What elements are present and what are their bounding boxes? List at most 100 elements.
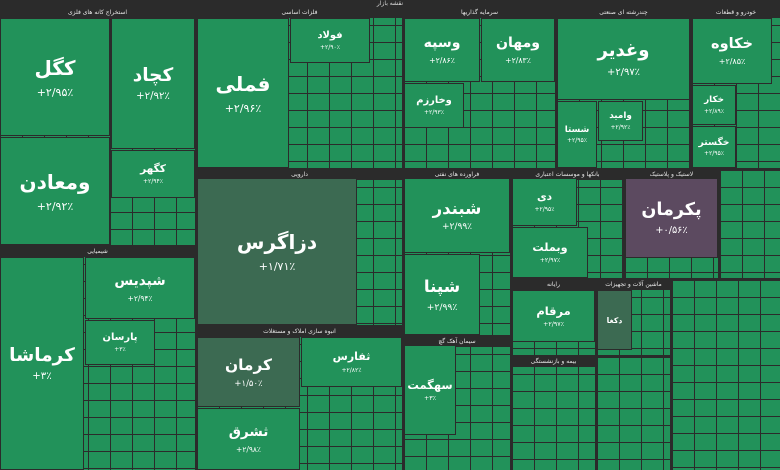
stock-symbol: شپدیس bbox=[114, 273, 166, 290]
stock-tile: کگل +۲/۹۵٪ bbox=[0, 18, 110, 136]
stock-tile: ثشرق +۲/۹۸٪ bbox=[197, 408, 300, 470]
stock-tile: شپنا +۲/۹۹٪ bbox=[404, 254, 480, 335]
stock-change: +۲/۹۷٪ bbox=[607, 66, 640, 78]
sector-name: خودرو و قطعات bbox=[692, 8, 780, 18]
stock-change: +۲/۹۲٪ bbox=[610, 123, 631, 131]
stock-symbol: کرماشا bbox=[9, 344, 75, 366]
stock-tile: خکاوه +۲/۸۵٪ bbox=[692, 18, 772, 84]
filler-area bbox=[720, 170, 780, 278]
stock-change: +۲/۹۵٪ bbox=[567, 137, 587, 145]
stock-change: +۲/۹۹٪ bbox=[441, 222, 473, 233]
stock-tile: پارسان +۳٪ bbox=[85, 320, 155, 365]
stock-symbol: وامید bbox=[609, 111, 632, 122]
stock-symbol: دکغا bbox=[606, 315, 623, 325]
stock-symbol: وسپه bbox=[423, 35, 461, 52]
stock-change: +۲/۹۹٪ bbox=[426, 301, 458, 313]
stock-symbol: وبملت bbox=[532, 240, 568, 254]
sector-name: بیمه و بازنشستگی bbox=[512, 357, 595, 367]
stock-symbol: فولاد bbox=[317, 30, 343, 42]
sector-name: دارویی bbox=[197, 170, 402, 180]
stock-tile: سهگمت +۳٪ bbox=[404, 345, 456, 435]
stock-tile: دکغا bbox=[597, 290, 632, 350]
stock-change: +۲/۹۲٪ bbox=[36, 199, 74, 213]
stock-change: +۳٪ bbox=[32, 371, 52, 383]
stock-tile: وبملت +۲/۹۷٪ bbox=[512, 227, 588, 278]
sector-name: فلزات اساسی bbox=[197, 8, 402, 18]
sector-name: سیمان آهک گچ bbox=[404, 337, 510, 347]
stock-change: +۲/۸۲٪ bbox=[341, 366, 362, 374]
stock-symbol: شپنا bbox=[423, 276, 461, 297]
map-title: نقشه بازار bbox=[376, 0, 404, 7]
stock-tile: کچاد +۲/۹۲٪ bbox=[111, 18, 195, 149]
stock-change: +۲/۸۵٪ bbox=[718, 56, 746, 66]
stock-tile: شستا +۲/۹۵٪ bbox=[557, 101, 597, 168]
filler-area bbox=[597, 357, 670, 470]
stock-change: +۲/۹۲٪ bbox=[136, 91, 170, 103]
sector-name: چندرشته ای صنعتی bbox=[557, 8, 690, 18]
stock-change: +۲/۹۵٪ bbox=[534, 206, 555, 214]
stock-change: +۲/۹۷٪ bbox=[539, 257, 561, 265]
sector-name: استخراج کانه های فلزی bbox=[0, 8, 195, 18]
stock-tile: ثفارس +۲/۸۲٪ bbox=[301, 337, 402, 387]
stock-tile: کرمان +۱/۵۰٪ bbox=[197, 337, 300, 407]
stock-symbol: وخارزم bbox=[416, 95, 452, 107]
stock-symbol: ومهان bbox=[495, 35, 541, 52]
stock-symbol: دزاگرس bbox=[236, 230, 318, 254]
stock-symbol: ومعادن bbox=[19, 169, 91, 194]
sector-name: ماشین آلات و تجهیزات bbox=[597, 280, 670, 290]
stock-symbol: پارسان bbox=[102, 332, 138, 344]
stock-symbol: خگستر bbox=[698, 136, 730, 148]
stock-symbol: کگهر bbox=[140, 162, 166, 175]
stock-symbol: فملی bbox=[215, 71, 271, 96]
stock-change: +۲/۸۳٪ bbox=[505, 55, 531, 65]
sector-name: شیمیایی bbox=[0, 247, 195, 257]
stock-change: +۳٪ bbox=[114, 345, 126, 353]
stock-change: +۲/۸۶٪ bbox=[429, 55, 455, 65]
stock-tile: خگستر +۲/۹۵٪ bbox=[692, 126, 736, 168]
stock-symbol: کرمان bbox=[225, 355, 272, 374]
sector-name: لاستیک و پلاستیک bbox=[625, 170, 718, 180]
stock-change: +۲/۸۹٪ bbox=[704, 107, 724, 115]
stock-symbol: پکرمان bbox=[641, 199, 702, 220]
stock-symbol: مرقام bbox=[536, 303, 571, 318]
stock-tile: پکرمان +۰/۵۶٪ bbox=[625, 178, 718, 258]
stock-change: +۲/۹۶٪ bbox=[224, 101, 262, 115]
stock-change: +۲/۹۵٪ bbox=[36, 85, 74, 99]
stock-change: +۳٪ bbox=[424, 395, 437, 403]
stock-change: +۲/۹۰٪ bbox=[320, 43, 340, 51]
stock-change: +۱/۵۰٪ bbox=[234, 378, 263, 389]
sector-name: انبوه سازی املاک و مستغلات bbox=[197, 327, 402, 337]
stock-change: +۲/۹۳٪ bbox=[424, 108, 444, 116]
stock-change: +۲/۹۵٪ bbox=[704, 150, 724, 158]
stock-tile: ومهان +۲/۸۳٪ bbox=[481, 18, 555, 82]
sector-name: فراورده های نفتی bbox=[404, 170, 510, 180]
stock-symbol: دی bbox=[536, 190, 553, 203]
stock-symbol: وغدیر bbox=[597, 40, 650, 62]
stock-tile: شبندر +۲/۹۹٪ bbox=[404, 178, 510, 253]
sector-name: بانکها و موسسات اعتباری bbox=[512, 170, 623, 180]
stock-change: +۱/۷۱٪ bbox=[258, 260, 296, 273]
stock-tile: وخارزم +۲/۹۳٪ bbox=[404, 83, 464, 128]
stock-tile: کگهر +۲/۹۴٪ bbox=[111, 150, 195, 198]
stock-symbol: خکاوه bbox=[711, 36, 753, 53]
stock-tile: وغدیر +۲/۹۷٪ bbox=[557, 18, 690, 100]
stock-tile: وسپه +۲/۸۶٪ bbox=[404, 18, 480, 82]
stock-tile: مرقام +۲/۹۷٪ bbox=[512, 290, 595, 342]
stock-symbol: کچاد bbox=[132, 64, 174, 86]
stock-change: +۲/۹۴٪ bbox=[143, 178, 163, 186]
stock-symbol: شستا bbox=[564, 124, 590, 135]
stock-change: +۲/۹۴٪ bbox=[127, 293, 153, 303]
filler-area bbox=[672, 280, 780, 470]
sector-name: سرمایه گذاریها bbox=[404, 8, 555, 18]
stock-change: +۲/۹۷٪ bbox=[543, 321, 564, 329]
sector: بیمه و بازنشستگی bbox=[512, 357, 595, 470]
stock-tile: شپدیس +۲/۹۴٪ bbox=[85, 257, 195, 319]
stock-tile: دی +۲/۹۵٪ bbox=[512, 178, 577, 226]
stock-symbol: سهگمت bbox=[407, 377, 453, 392]
stock-change: +۰/۵۶٪ bbox=[655, 225, 688, 237]
stock-tile: فملی +۲/۹۶٪ bbox=[197, 18, 289, 168]
stock-symbol: ثفارس bbox=[332, 350, 371, 364]
